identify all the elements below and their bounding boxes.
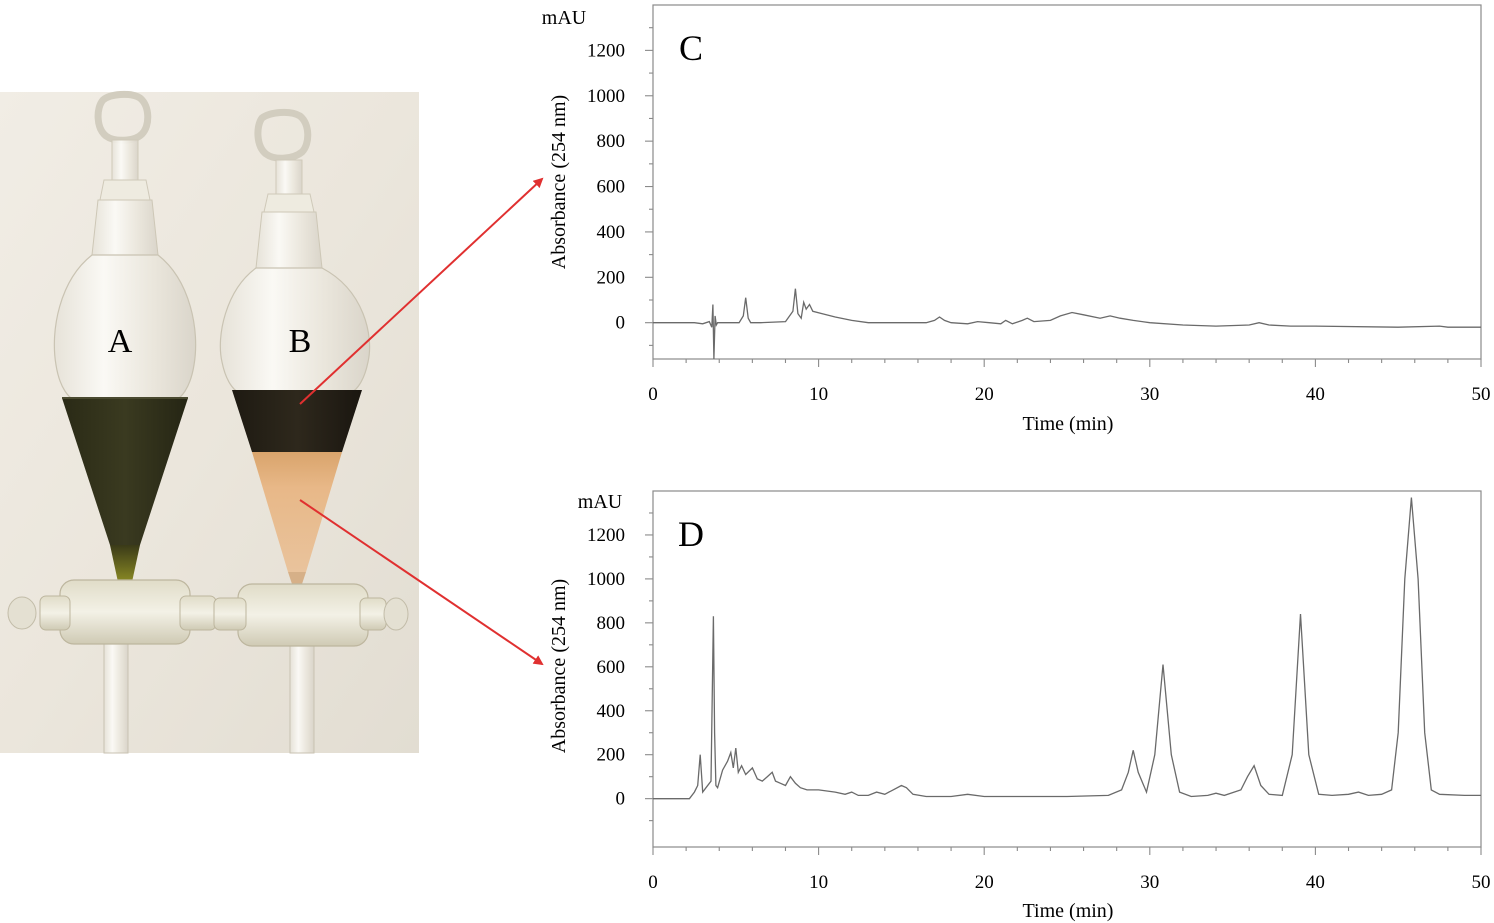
funnel-b: B	[213, 108, 409, 754]
x-tick-label: 10	[809, 384, 828, 405]
x-tick-label: 30	[1140, 384, 1159, 405]
x-tick-label: 30	[1140, 872, 1159, 893]
x-tick-label: 50	[1472, 872, 1491, 893]
x-tick-label: 0	[648, 384, 658, 405]
chart-c: mAU C Absorbance (254 nm) Time (min) 0 20…	[542, 4, 1491, 435]
y-tick-label: 800	[597, 613, 626, 634]
funnel-label-b: B	[289, 323, 312, 360]
y-tick-label: 800	[597, 131, 626, 152]
x-tick-label: 20	[975, 872, 994, 893]
x-tick-label: 10	[809, 872, 828, 893]
y-tick-label: 1200	[587, 40, 625, 61]
photo-separatory-funnels: A B	[0, 90, 419, 754]
y-tick-label: 400	[597, 701, 626, 722]
funnel-label-a: A	[108, 323, 133, 360]
y-tick-label: 400	[597, 222, 626, 243]
funnel-a: A	[7, 90, 217, 754]
x-axis-title: Time (min)	[1023, 413, 1114, 435]
arrow-to-chart-d	[299, 499, 544, 666]
x-axis-title: Time (min)	[1023, 900, 1114, 922]
x-tick-label: 40	[1306, 384, 1325, 405]
y-tick-label: 0	[616, 313, 626, 334]
photo-background	[0, 92, 419, 753]
y-tick-label: 200	[597, 267, 626, 288]
y-tick-label: 600	[597, 657, 626, 678]
arrow-to-chart-c	[299, 177, 544, 405]
y-tick-label: 1000	[587, 86, 625, 107]
x-tick-label: 20	[975, 384, 994, 405]
chart-d: mAU D Absorbance (254 nm) Time (min) 0 20…	[548, 490, 1491, 922]
y-axis-title: Absorbance (254 nm)	[548, 579, 570, 753]
x-tick-label: 50	[1472, 384, 1491, 405]
panel-label: D	[678, 514, 704, 554]
panel-label: C	[679, 28, 703, 68]
x-tick-label: 0	[648, 872, 658, 893]
plot-frame	[652, 490, 1482, 848]
y-tick-label: 200	[597, 745, 626, 766]
plot-frame	[652, 4, 1482, 360]
y-tick-label: 0	[616, 789, 626, 810]
x-tick-label: 40	[1306, 872, 1325, 893]
y-unit-label: mAU	[542, 7, 587, 29]
y-axis-title: Absorbance (254 nm)	[548, 95, 570, 269]
y-tick-label: 1200	[587, 525, 625, 546]
y-tick-label: 1000	[587, 569, 625, 590]
series-line	[653, 497, 1481, 800]
series-line	[653, 288, 1481, 360]
y-unit-label: mAU	[578, 491, 623, 513]
y-tick-label: 600	[597, 177, 626, 198]
